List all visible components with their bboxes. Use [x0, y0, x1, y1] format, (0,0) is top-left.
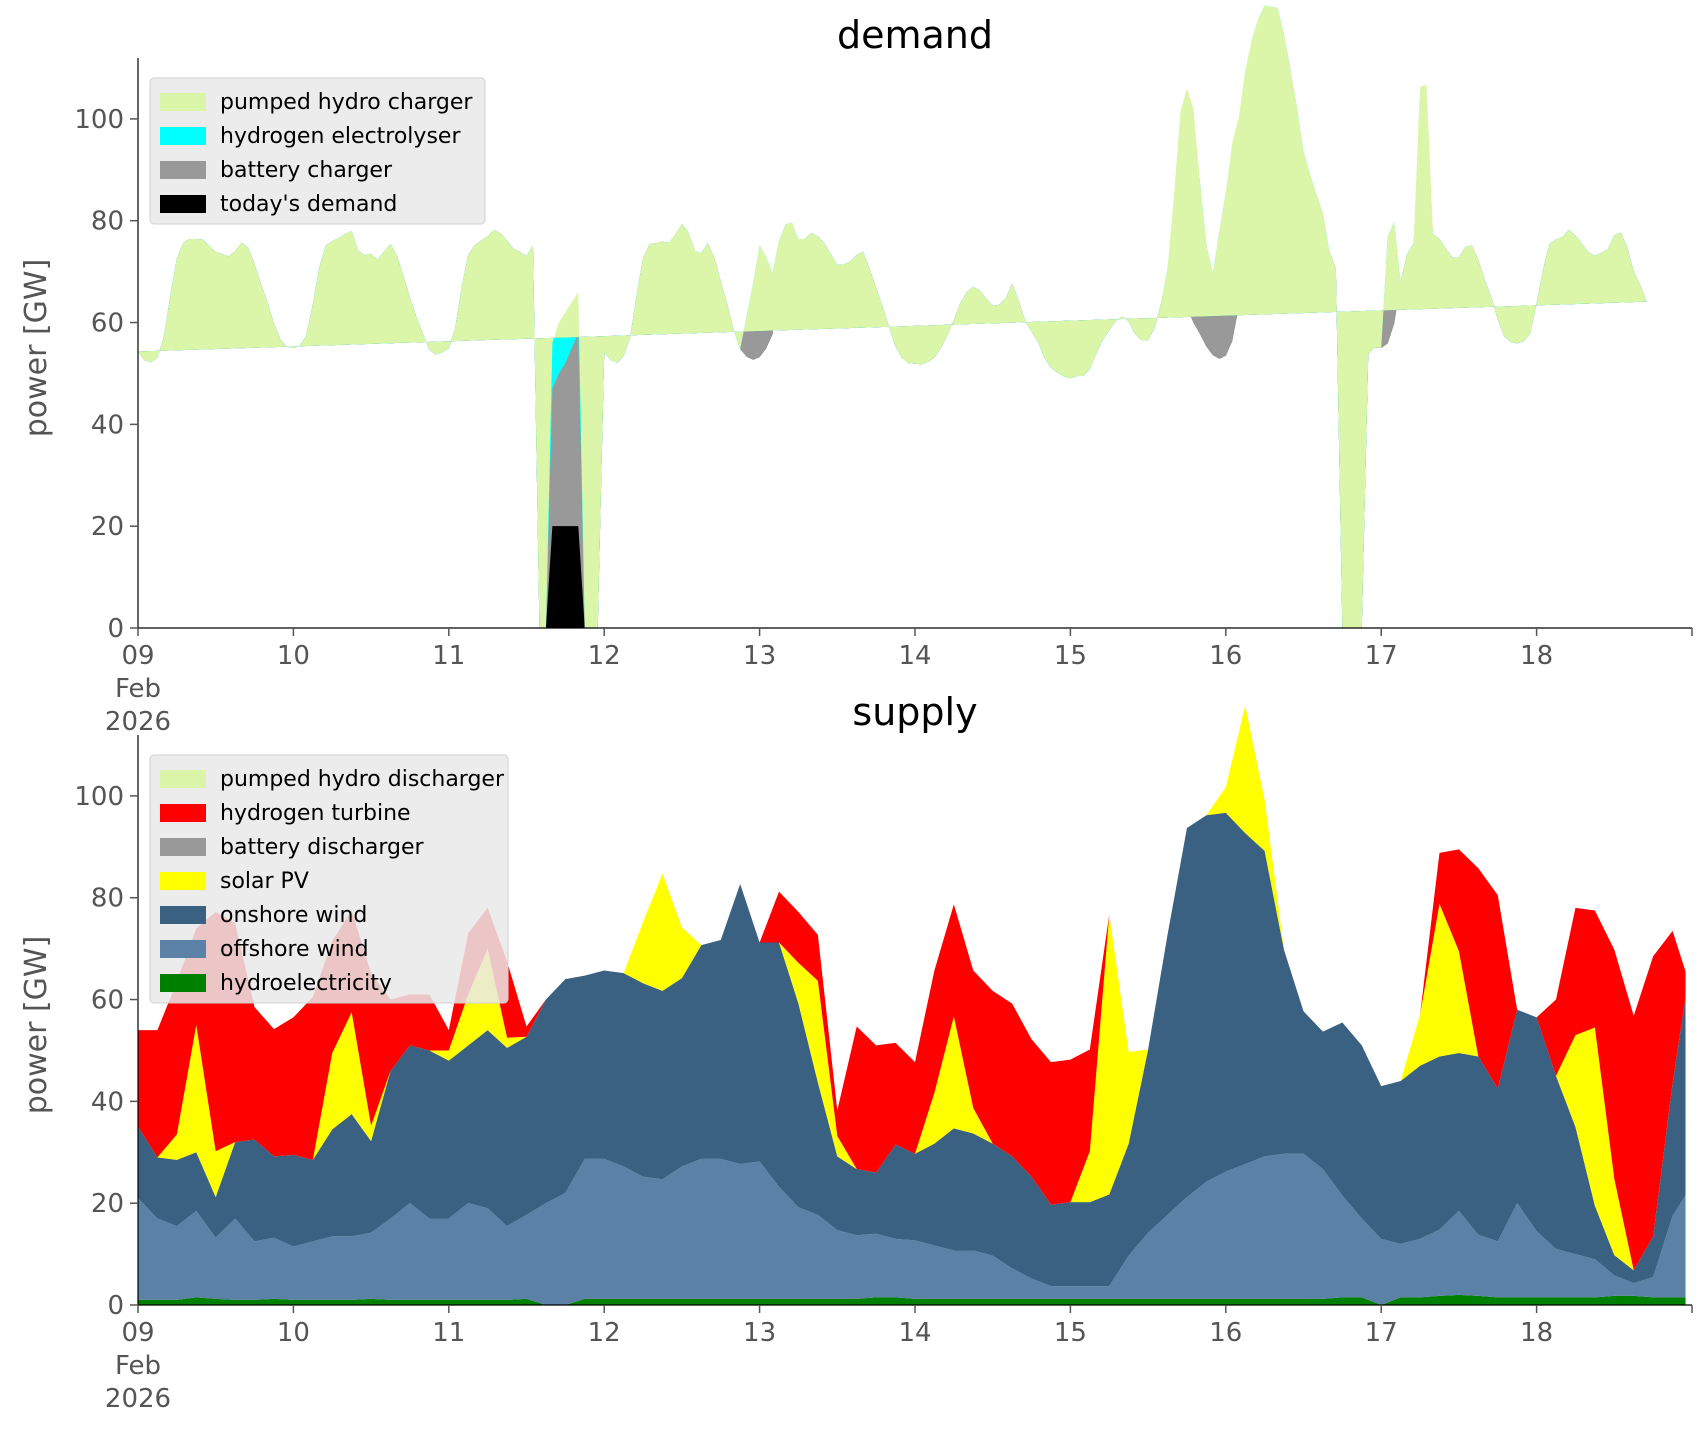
- series-area-pumped-hydro-charger: [138, 5, 1647, 628]
- y-tick-label: 0: [107, 614, 124, 644]
- legend-label: onshore wind: [220, 903, 367, 928]
- y-tick-label: 0: [107, 1291, 124, 1321]
- x-tick-label: 12: [588, 1318, 621, 1348]
- y-axis-label: power [GW]: [19, 936, 54, 1115]
- x-tick-label: 11: [432, 1318, 465, 1348]
- legend-swatch: [160, 93, 206, 111]
- x-tick-label: 09: [121, 1318, 154, 1348]
- y-tick-label: 80: [91, 207, 124, 237]
- legend-label: solar PV: [220, 869, 309, 894]
- legend-swatch: [160, 161, 206, 179]
- legend-label: hydrogen electrolyser: [220, 124, 461, 149]
- x-tick-label: 14: [898, 641, 931, 671]
- legend-label: offshore wind: [220, 937, 369, 962]
- y-tick-label: 60: [91, 986, 124, 1016]
- legend-label: today's demand: [220, 192, 397, 217]
- legend-swatch: [160, 804, 206, 822]
- legend-swatch: [160, 770, 206, 788]
- series-area-onshore-wind: [138, 812, 1686, 1287]
- legend-swatch: [160, 872, 206, 890]
- legend-box: [149, 754, 509, 1004]
- x-tick-label: 10: [277, 1318, 310, 1348]
- y-tick-label: 40: [91, 410, 124, 440]
- y-tick-label: 100: [74, 105, 124, 135]
- legend-swatch: [160, 127, 206, 145]
- y-axis-label: power [GW]: [19, 259, 54, 438]
- y-tick-label: 100: [74, 782, 124, 812]
- x-tick-label: 09: [121, 641, 154, 671]
- x-tick-label: 13: [743, 641, 776, 671]
- legend-swatch: [160, 940, 206, 958]
- x-tick-label: Feb: [115, 1351, 161, 1381]
- x-tick-label: 14: [898, 1318, 931, 1348]
- x-tick-label: 15: [1054, 641, 1087, 671]
- legend-label: battery charger: [220, 158, 393, 183]
- x-tick-label: 2026: [105, 707, 171, 737]
- y-tick-label: 20: [91, 1189, 124, 1219]
- y-tick-label: 60: [91, 309, 124, 339]
- y-tick-label: 20: [91, 512, 124, 542]
- legend-label: pumped hydro discharger: [220, 767, 505, 792]
- x-tick-label: 18: [1520, 1318, 1553, 1348]
- legend-swatch: [160, 906, 206, 924]
- plot-area: [138, 5, 1647, 628]
- x-tick-label: 18: [1520, 641, 1553, 671]
- chart-title: supply: [852, 690, 977, 734]
- x-tick-label: 13: [743, 1318, 776, 1348]
- legend-box: [149, 77, 486, 225]
- series-area-hydroelectricity: [138, 1294, 1686, 1305]
- x-tick-label: 16: [1209, 641, 1242, 671]
- legend: pumped hydro discharger hydrogen turbine b…: [149, 754, 509, 1004]
- legend-label: battery discharger: [220, 835, 425, 860]
- chart-title: demand: [837, 13, 993, 57]
- series-area-offshore-wind: [138, 1153, 1686, 1305]
- y-tick-label: 80: [91, 884, 124, 914]
- x-tick-label: 11: [432, 641, 465, 671]
- x-tick-label: 12: [588, 641, 621, 671]
- legend-swatch: [160, 195, 206, 213]
- x-tick-label: 15: [1054, 1318, 1087, 1348]
- plot-area: [138, 705, 1686, 1305]
- legend-label: hydrogen turbine: [220, 801, 411, 826]
- legend-swatch: [160, 838, 206, 856]
- x-tick-label: 2026: [105, 1384, 171, 1414]
- x-tick-label: 16: [1209, 1318, 1242, 1348]
- legend: pumped hydro charger hydrogen electrolyse…: [149, 77, 486, 225]
- y-tick-label: 40: [91, 1087, 124, 1117]
- x-tick-label: 17: [1365, 641, 1398, 671]
- legend-label: pumped hydro charger: [220, 90, 473, 115]
- x-tick-label: 10: [277, 641, 310, 671]
- x-tick-label: 17: [1365, 1318, 1398, 1348]
- x-tick-label: Feb: [115, 674, 161, 704]
- legend-swatch: [160, 974, 206, 992]
- legend-label: hydroelectricity: [220, 971, 392, 996]
